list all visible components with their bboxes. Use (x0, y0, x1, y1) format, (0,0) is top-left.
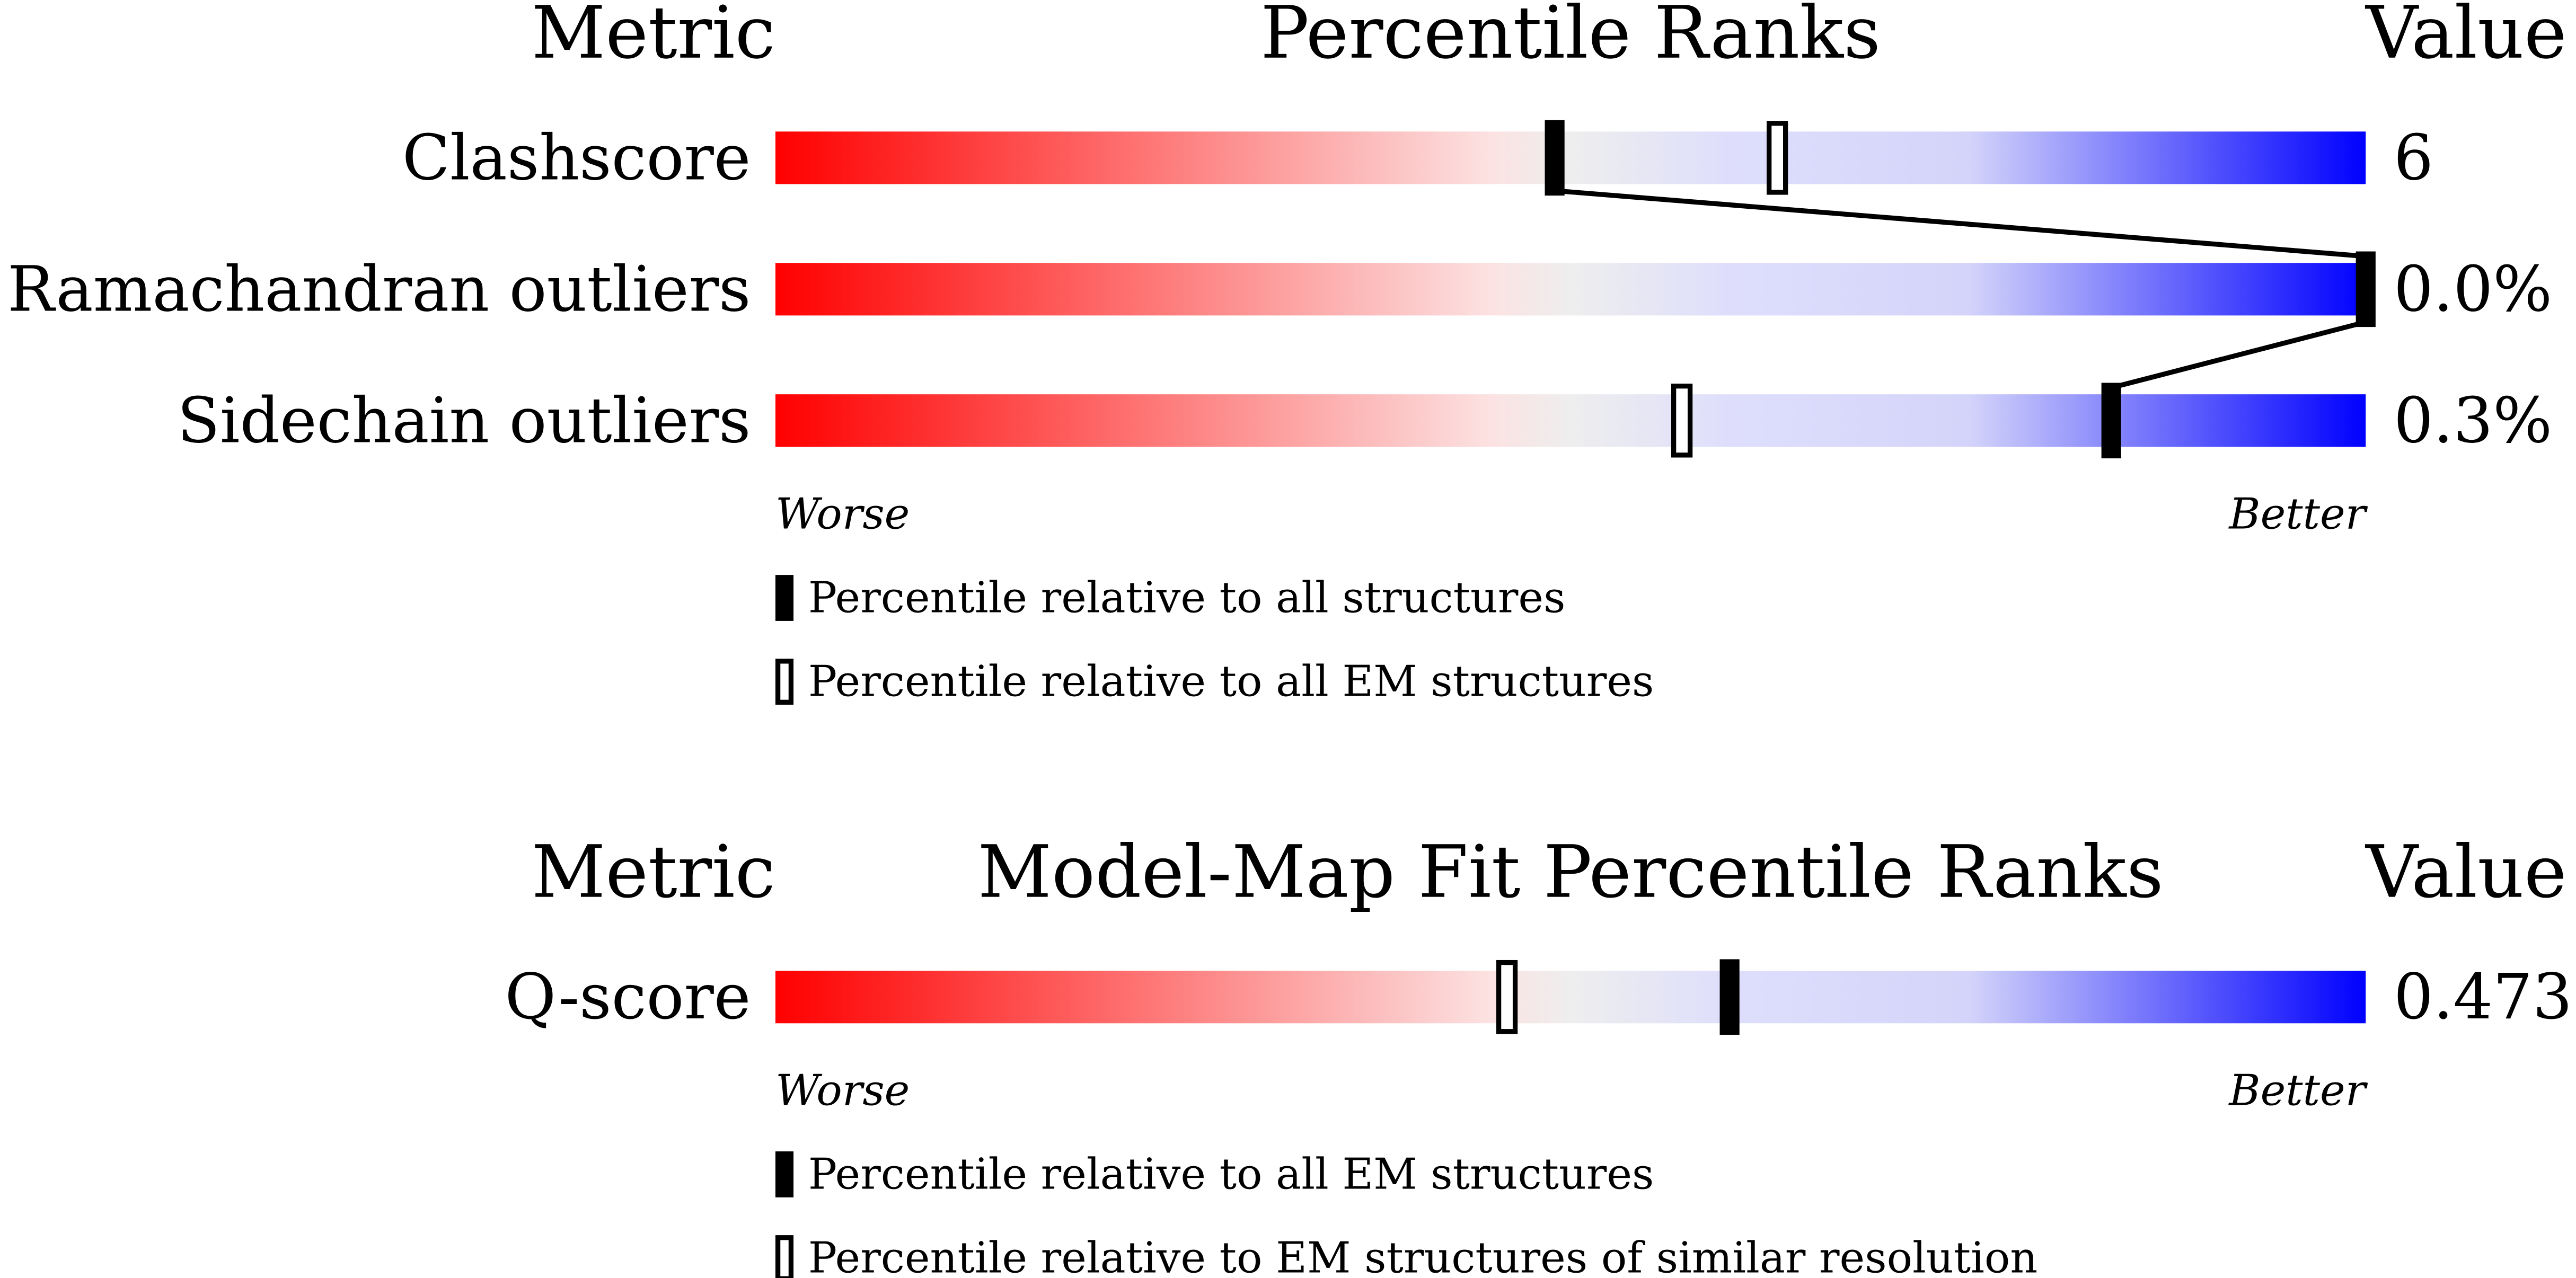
worse-label: Worse (775, 489, 910, 539)
metric-label: Q-score (505, 961, 751, 1033)
marker-open (1671, 384, 1693, 458)
marker-open (1767, 121, 1788, 195)
metric-value: 6 (2394, 121, 2433, 194)
metric-label: Ramachandran outliers (7, 253, 751, 325)
better-label: Better (2228, 489, 2368, 539)
worse-label: Worse (775, 1066, 910, 1115)
better-label: Better (2228, 1066, 2368, 1115)
header-metric: Metric (532, 830, 775, 915)
legend-swatch-open (775, 659, 794, 705)
metric-value: 0.3% (2394, 384, 2552, 457)
legend-swatch-filled (775, 1151, 794, 1197)
metric-label: Clashscore (402, 121, 751, 194)
legend-label: Percentile relative to all structures (808, 573, 1566, 623)
marker-filled (1719, 959, 1740, 1035)
marker-filled (1545, 120, 1565, 196)
marker-filled (2356, 251, 2376, 327)
header-metric: Metric (532, 0, 775, 75)
chart-title: Model-Map Fit Percentile Ranks (977, 830, 2163, 915)
legend-label: Percentile relative to all EM structures (808, 657, 1654, 707)
percentile-bar (775, 263, 2366, 316)
chart-title: Percentile Ranks (1260, 0, 1881, 75)
metric-label: Sidechain outliers (177, 384, 751, 457)
legend-label: Percentile relative to EM structures of … (808, 1233, 2037, 1278)
header-value: Value (2365, 0, 2566, 75)
legend-swatch-open (775, 1235, 794, 1278)
legend-swatch-filled (775, 575, 794, 621)
marker-filled (2101, 383, 2121, 459)
marker-open (1496, 960, 1518, 1034)
percentile-bar (775, 394, 2366, 447)
percentile-bar (775, 131, 2366, 184)
legend-label: Percentile relative to all EM structures (808, 1149, 1654, 1199)
metric-value: 0.0% (2394, 253, 2552, 325)
percentile-bar (775, 971, 2366, 1024)
metric-value: 0.473 (2394, 961, 2572, 1033)
header-value: Value (2365, 830, 2566, 915)
